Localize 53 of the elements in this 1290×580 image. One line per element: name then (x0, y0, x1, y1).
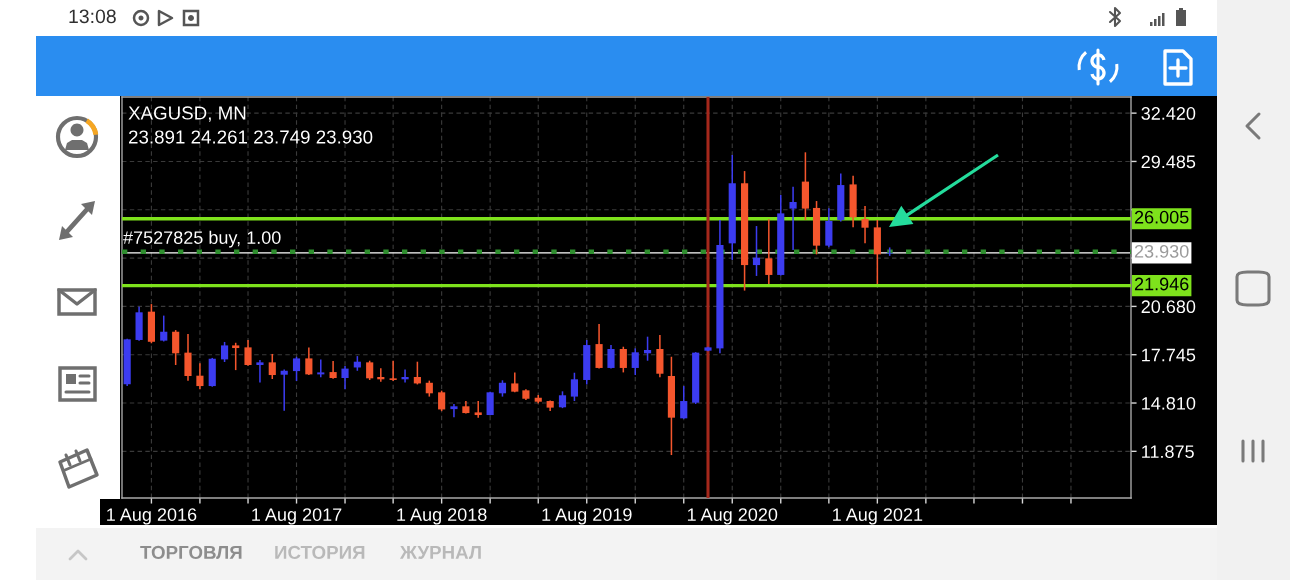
candlestick (244, 339, 252, 367)
candlestick (292, 355, 301, 382)
candlestick (305, 346, 313, 376)
candlestick (268, 353, 276, 380)
candlestick (413, 360, 421, 386)
ref-line-label: #7527825 buy, 1.00 (123, 230, 281, 248)
y-tick-label: 29.485 (1141, 155, 1196, 169)
x-tick-label: 1 Aug 2021 (833, 508, 923, 525)
candlestick (232, 342, 240, 371)
text: ИСТОРИЯ (275, 545, 365, 560)
x-tick-label: 1 Aug 2017 (252, 508, 342, 525)
y-tick-label: 11.875 (1142, 445, 1194, 459)
candlestick (438, 389, 446, 412)
candlestick (172, 329, 180, 366)
candlestick (619, 345, 627, 374)
candlestick (680, 385, 688, 420)
text: ТОРГОВЛЯ (140, 545, 242, 560)
ref-line-label: 23.930 (1134, 244, 1189, 258)
ref-line-label: 26.005 (1134, 210, 1189, 224)
y-tick-label: 17.745 (1142, 348, 1196, 362)
x-tick-label: 1 Aug 2016 (107, 508, 197, 525)
candlestick (595, 323, 603, 370)
candlestick (184, 333, 192, 382)
y-tick-label: 14.810 (1142, 396, 1196, 410)
candlestick (607, 344, 615, 370)
candlestick (752, 225, 761, 277)
candlestick (765, 218, 773, 285)
candlestick (450, 403, 458, 419)
x-tick-label: 1 Aug 2019 (542, 508, 632, 525)
candlestick (256, 359, 264, 384)
candlestick (474, 400, 482, 419)
candlestick (570, 371, 578, 402)
candlestick (389, 359, 397, 382)
chart-title: XAGUSD, MN (128, 106, 246, 122)
candlestick (160, 314, 168, 343)
y-tick-label: 20.680 (1141, 300, 1196, 314)
candlestick (861, 205, 869, 245)
candlestick (789, 185, 797, 251)
candlestick (196, 362, 204, 391)
ref-line-label: 21.946 (1134, 277, 1189, 291)
candlestick (280, 368, 288, 412)
x-tick-label: 1 Aug 2020 (687, 508, 778, 525)
text: 13:08 (69, 9, 116, 24)
candlestick (366, 359, 374, 381)
x-tick-label: 1 Aug 2018 (397, 508, 487, 525)
candlestick (317, 358, 325, 379)
text: 23.891 24.261 23.749 23.930 (129, 130, 373, 144)
text: ЖУРНАЛ (399, 545, 481, 560)
candlestick (401, 368, 409, 384)
y-tick-label: 32.420 (1141, 107, 1196, 120)
candlestick (631, 347, 639, 376)
candlestick (341, 365, 349, 391)
candlestick (220, 341, 229, 363)
